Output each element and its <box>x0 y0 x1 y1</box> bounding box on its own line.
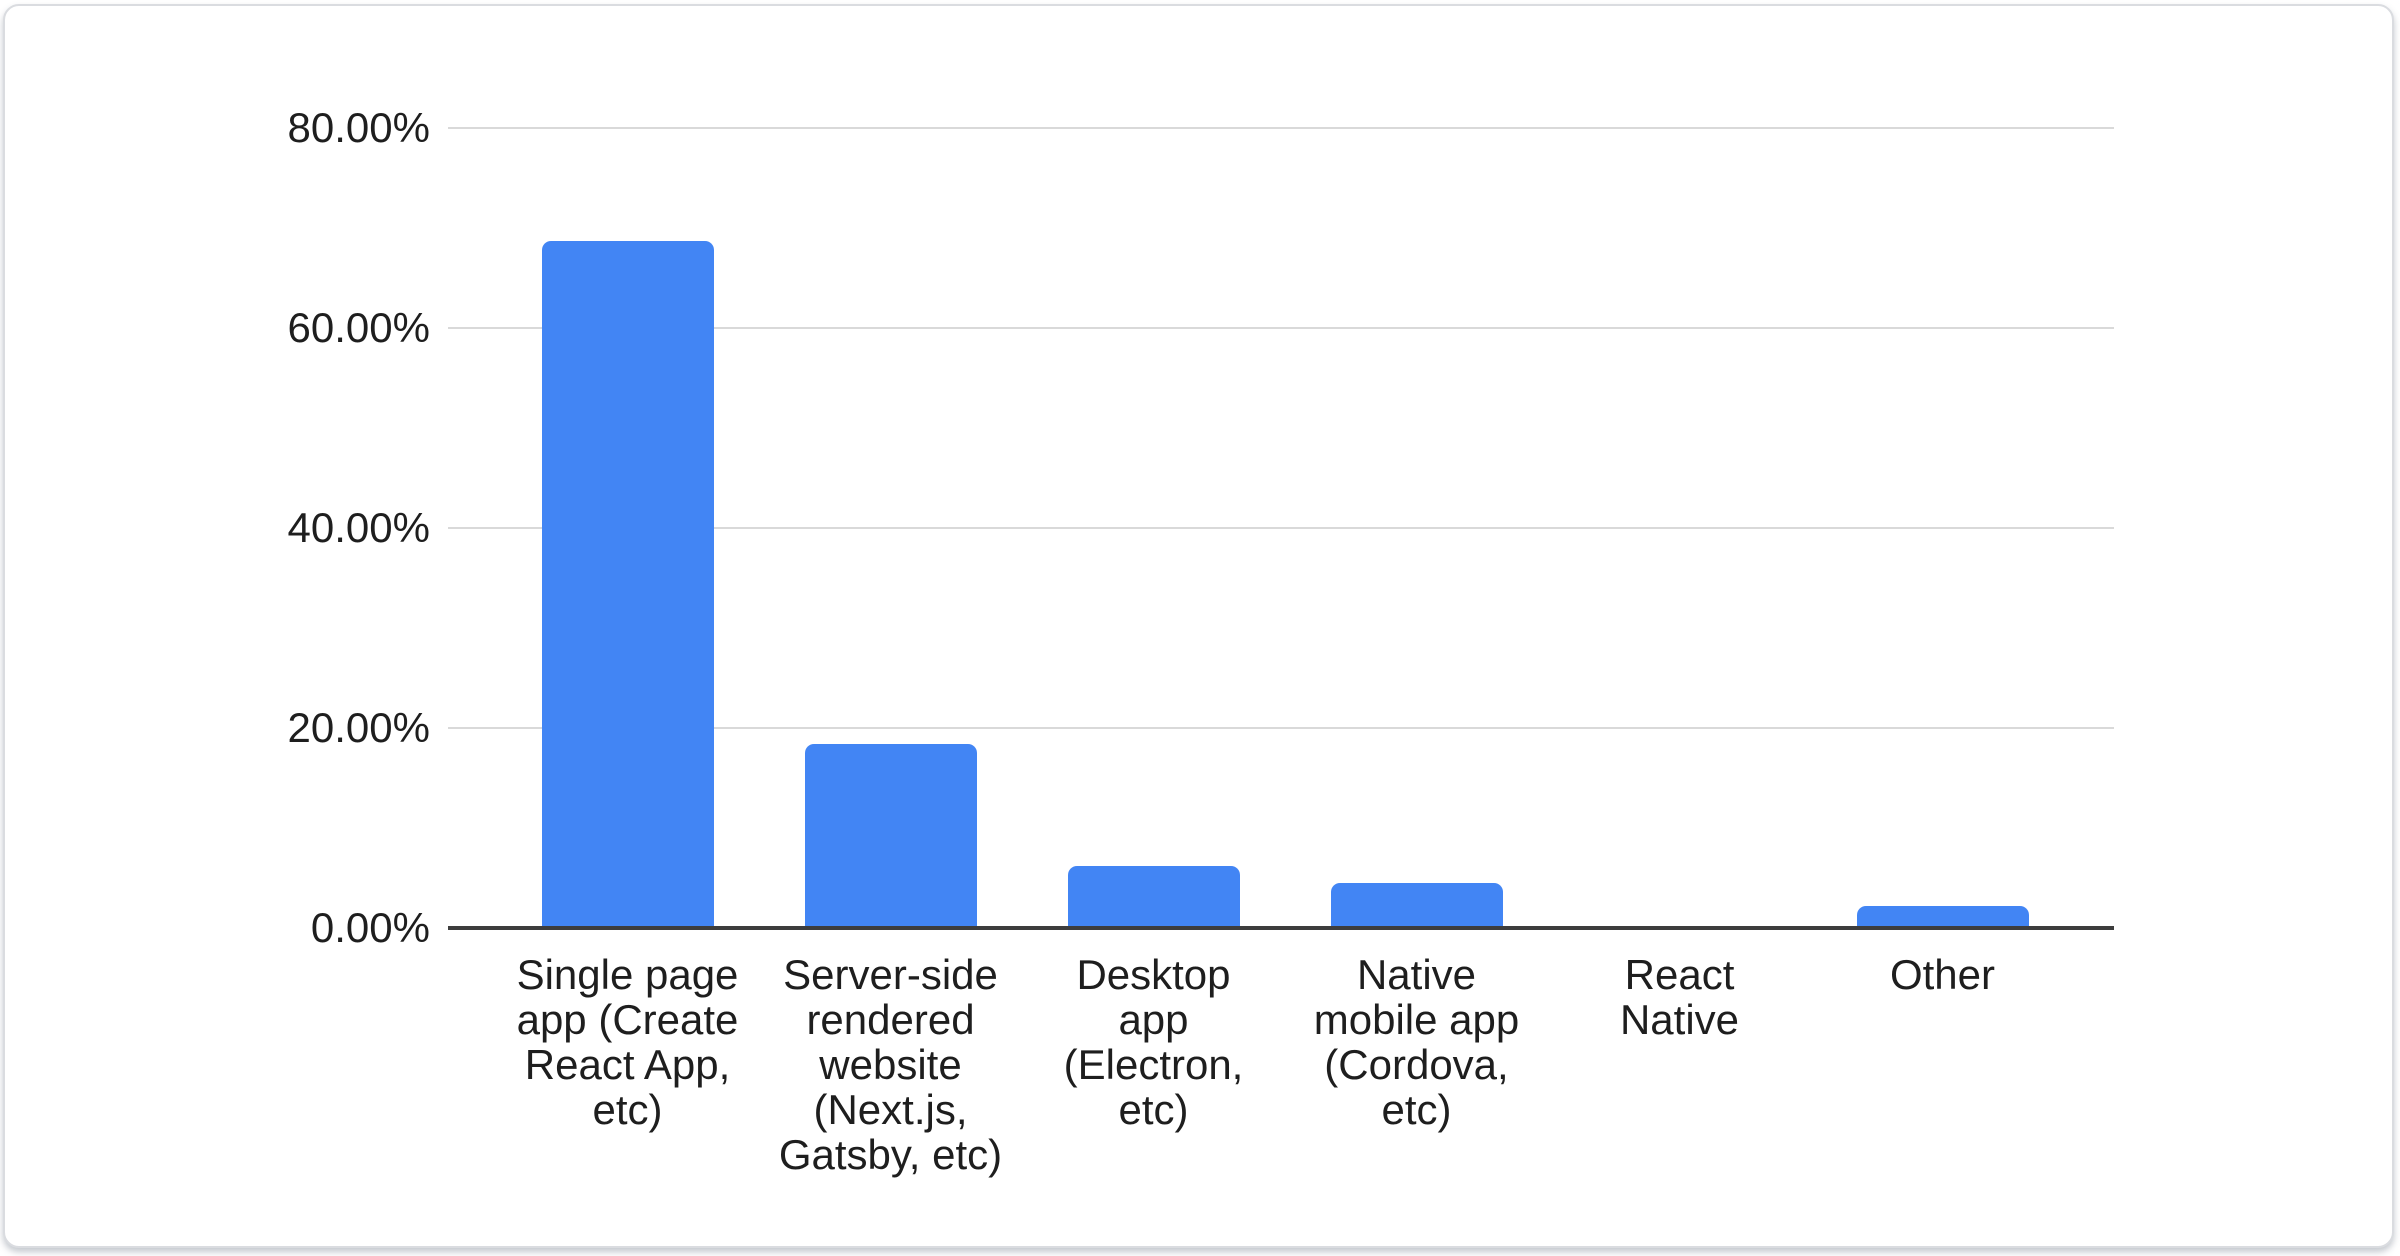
bar-slot <box>1022 128 1285 928</box>
y-tick-label: 0.00% <box>310 904 430 951</box>
y-tick-label: 40.00% <box>287 504 430 551</box>
x-category-label: Desktop app (Electron, etc) <box>1063 951 1244 1133</box>
x-axis-labels: Single page app (Create React App, etc) S… <box>496 952 2074 1177</box>
gridline-40 <box>448 527 2114 529</box>
y-tick-label: 60.00% <box>287 304 430 351</box>
x-axis-line <box>448 926 2114 930</box>
bar-slot <box>1811 128 2074 928</box>
x-category-label: Single page app (Create React App, etc) <box>516 951 739 1133</box>
y-tick-label: 20.00% <box>287 704 430 751</box>
bar[interactable] <box>1067 866 1240 928</box>
bar[interactable] <box>1856 906 2029 928</box>
gridline-60 <box>448 327 2114 329</box>
x-category-label: Native mobile app (Cordova, etc) <box>1313 951 1520 1133</box>
bar-chart-plot-area <box>448 127 2114 930</box>
gridline-20 <box>448 727 2114 729</box>
bar[interactable] <box>1330 883 1503 928</box>
bar-slot <box>496 128 759 928</box>
bar-slot <box>1285 128 1548 928</box>
bar[interactable] <box>804 744 977 928</box>
bar[interactable] <box>541 241 714 928</box>
bar-slot <box>759 128 1022 928</box>
y-axis-labels: 80.00% 60.00% 40.00% 20.00% 0.00% <box>5 107 430 949</box>
x-category-label: Server-side rendered website (Next.js, G… <box>778 951 1003 1178</box>
bar-slot <box>1548 128 1811 928</box>
bars-area <box>448 128 2114 928</box>
x-category-label: React Native <box>1619 951 1740 1043</box>
y-tick-label: 80.00% <box>287 104 430 151</box>
gridline-80 <box>448 127 2114 129</box>
chart-card: 80.00% 60.00% 40.00% 20.00% 0.00% Single pag… <box>3 4 2394 1248</box>
x-category-label: Other <box>1889 951 1996 998</box>
